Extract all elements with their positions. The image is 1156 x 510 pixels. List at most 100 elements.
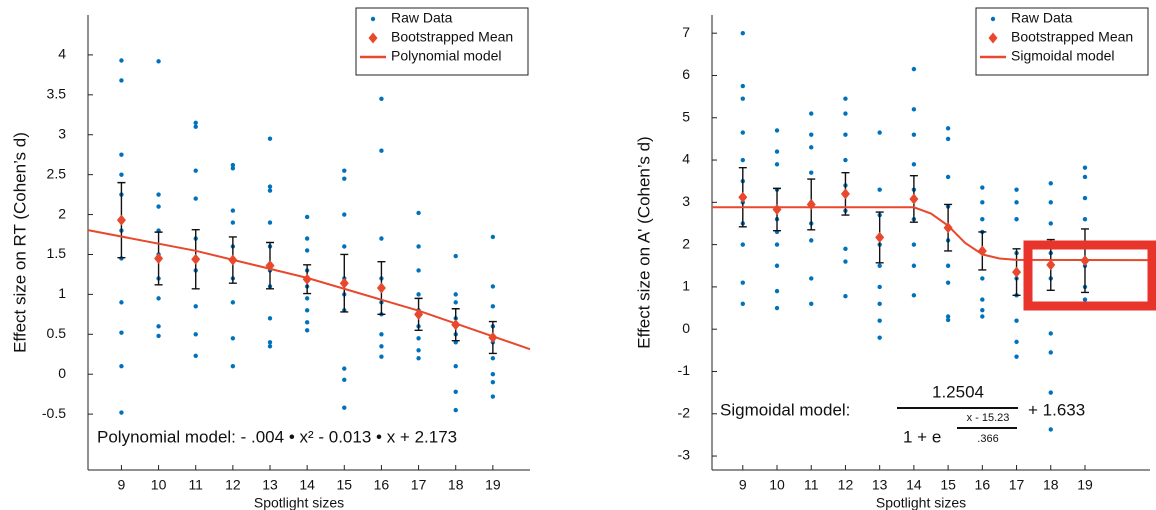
- raw-point: [379, 96, 384, 102]
- raw-point: [740, 301, 745, 307]
- x-tick-label: 10: [151, 477, 167, 493]
- raw-point: [416, 244, 421, 249]
- raw-point: [416, 356, 421, 361]
- y-tick-label: -3: [678, 447, 691, 463]
- legend-box: [355, 7, 529, 76]
- raw-point: [453, 407, 458, 413]
- legend-label: Raw Data: [1011, 10, 1073, 26]
- mean-marker: [376, 282, 386, 294]
- raw-point: [980, 276, 985, 281]
- raw-point: [193, 332, 198, 337]
- raw-point: [342, 176, 347, 181]
- legend-label: Bootstrapped Mean: [1011, 29, 1133, 45]
- raw-point: [453, 300, 458, 305]
- raw-point: [230, 162, 236, 168]
- y-tick-label: -0.5: [42, 405, 66, 421]
- raw-point: [267, 188, 273, 193]
- raw-point: [877, 284, 882, 290]
- raw-point: [980, 297, 985, 302]
- raw-point: [416, 268, 421, 273]
- legend-symbol: [368, 32, 378, 44]
- x-axis-label: Spotlight sizes: [254, 495, 344, 510]
- raw-point: [877, 130, 882, 135]
- raw-point: [267, 184, 273, 189]
- mean-marker: [1046, 259, 1056, 271]
- x-tick-label: 11: [188, 477, 203, 493]
- raw-point: [1082, 297, 1088, 302]
- raw-point: [304, 320, 310, 325]
- raw-point: [304, 308, 310, 313]
- raw-point: [490, 234, 496, 240]
- raw-point: [1014, 200, 1019, 205]
- raw-point: [1048, 350, 1053, 355]
- raw-point: [193, 120, 198, 125]
- raw-point: [809, 111, 814, 116]
- raw-point: [877, 335, 882, 340]
- y-tick-label: 3: [682, 193, 690, 209]
- raw-point: [193, 168, 198, 173]
- raw-point: [379, 236, 384, 241]
- legend-symbol: [370, 16, 376, 22]
- mean-marker: [840, 188, 850, 200]
- raw-point: [156, 192, 161, 197]
- raw-point: [945, 136, 951, 142]
- raw-point: [1048, 390, 1053, 395]
- raw-point: [877, 263, 882, 268]
- raw-point: [980, 200, 985, 205]
- y-tick-label: 2: [682, 235, 690, 251]
- raw-point: [453, 292, 458, 297]
- raw-point: [877, 187, 882, 192]
- raw-point: [267, 344, 273, 349]
- raw-point: [740, 157, 745, 163]
- raw-point: [911, 293, 917, 298]
- raw-point: [774, 128, 780, 133]
- raw-point: [490, 394, 496, 399]
- raw-point: [193, 353, 198, 359]
- x-tick-label: 19: [1077, 477, 1093, 493]
- x-tick-label: 19: [485, 477, 501, 493]
- y-tick-label: 1: [682, 278, 690, 294]
- x-tick-label: 11: [804, 477, 819, 493]
- raw-point: [774, 263, 780, 268]
- model-line: [712, 206, 1151, 262]
- x-tick-label: 17: [411, 477, 427, 493]
- raw-point: [1014, 354, 1019, 359]
- raw-point: [843, 157, 848, 163]
- mean-marker: [1012, 266, 1022, 278]
- raw-point: [267, 340, 273, 345]
- x-tick-label: 14: [906, 477, 922, 493]
- raw-point: [740, 130, 745, 135]
- y-tick-label: 3: [58, 125, 66, 141]
- raw-point: [877, 318, 882, 323]
- raw-point: [1014, 339, 1019, 345]
- raw-point: [193, 304, 198, 309]
- raw-point: [304, 248, 310, 253]
- raw-point: [809, 276, 814, 281]
- raw-point: [774, 288, 780, 294]
- raw-point: [1082, 195, 1088, 201]
- raw-point: [267, 136, 273, 141]
- raw-point: [980, 217, 985, 222]
- raw-point: [342, 244, 347, 249]
- mean-marker: [738, 191, 748, 203]
- raw-point: [379, 344, 384, 349]
- y-tick-label: 4: [58, 46, 66, 62]
- equation-label: Sigmoidal model:: [720, 400, 850, 419]
- mean-marker: [116, 214, 126, 226]
- x-tick-label: 17: [1009, 477, 1025, 493]
- legend-label: Raw Data: [391, 10, 453, 26]
- raw-point: [490, 284, 496, 289]
- raw-point: [230, 208, 236, 213]
- exponent-numerator: x - 15.23: [967, 412, 1010, 424]
- raw-point: [119, 364, 124, 369]
- mean-marker: [154, 252, 164, 264]
- y-tick-label: -2: [678, 404, 691, 420]
- y-axis-label: Effect size on RT (Cohen’s d): [10, 132, 29, 353]
- raw-point: [1014, 217, 1019, 222]
- raw-point: [774, 242, 780, 247]
- raw-point: [193, 124, 198, 129]
- raw-point: [1048, 200, 1053, 205]
- x-tick-label: 9: [739, 477, 747, 493]
- raw-point: [843, 259, 848, 264]
